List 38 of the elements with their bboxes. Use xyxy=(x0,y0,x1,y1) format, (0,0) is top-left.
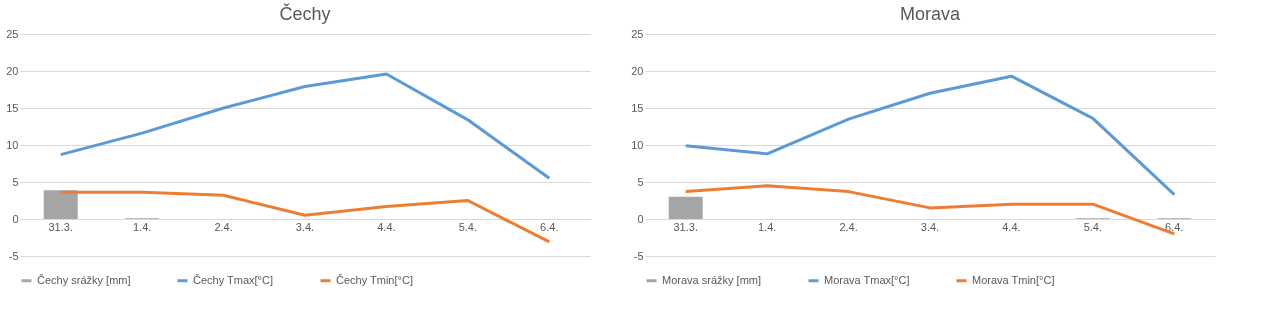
y-tick-label: 10 xyxy=(631,138,644,151)
x-tick-label: 31.3. xyxy=(673,220,698,233)
x-tick-label: 2.4. xyxy=(839,220,858,233)
x-tick-label: 6.4. xyxy=(540,220,559,233)
y-tick-label: 15 xyxy=(6,101,19,114)
line-series xyxy=(59,72,551,180)
y-tick-label: 20 xyxy=(6,64,19,77)
x-tick-label: 31.3. xyxy=(48,220,73,233)
y-tick-label: 10 xyxy=(6,138,19,151)
line-series xyxy=(684,74,1176,197)
x-tick-label: 3.4. xyxy=(295,220,315,233)
x-tick-label: 5.4. xyxy=(458,220,478,233)
x-tick-label: 4.4. xyxy=(1002,220,1021,233)
y-tick-label: 5 xyxy=(637,175,644,188)
chart-title: Čechy xyxy=(279,3,331,24)
legend-label: Čechy Tmin[°C] xyxy=(336,273,413,286)
y-tick-label: 15 xyxy=(631,101,644,114)
y-tick-label: -5 xyxy=(633,249,644,262)
y-tick-label: 25 xyxy=(6,27,19,40)
x-tick-label: 2.4. xyxy=(214,220,233,233)
x-tick-label: 4.4. xyxy=(377,220,396,233)
y-tick-label: 0 xyxy=(12,212,19,225)
x-tick-label: 6.4. xyxy=(1165,220,1184,233)
y-tick-label: -5 xyxy=(8,249,19,262)
x-tick-label: 5.4. xyxy=(1083,220,1103,233)
y-tick-label: 0 xyxy=(637,212,644,225)
chart-title: Morava xyxy=(899,4,961,24)
x-tick-label: 3.4. xyxy=(920,220,940,233)
legend-label: Čechy Tmax[°C] xyxy=(193,273,273,286)
y-tick-label: 5 xyxy=(12,175,19,188)
y-tick-label: 20 xyxy=(631,64,644,77)
legend-label: Morava Tmin[°C] xyxy=(972,273,1055,286)
x-tick-label: 1.4. xyxy=(757,220,777,233)
legend-label: Morava srážky [mm] xyxy=(662,273,762,286)
y-tick-label: 25 xyxy=(631,27,644,40)
legend-label: Morava Tmax[°C] xyxy=(824,273,910,286)
x-tick-label: 1.4. xyxy=(132,220,152,233)
legend-label: Čechy srážky [mm] xyxy=(37,273,131,286)
